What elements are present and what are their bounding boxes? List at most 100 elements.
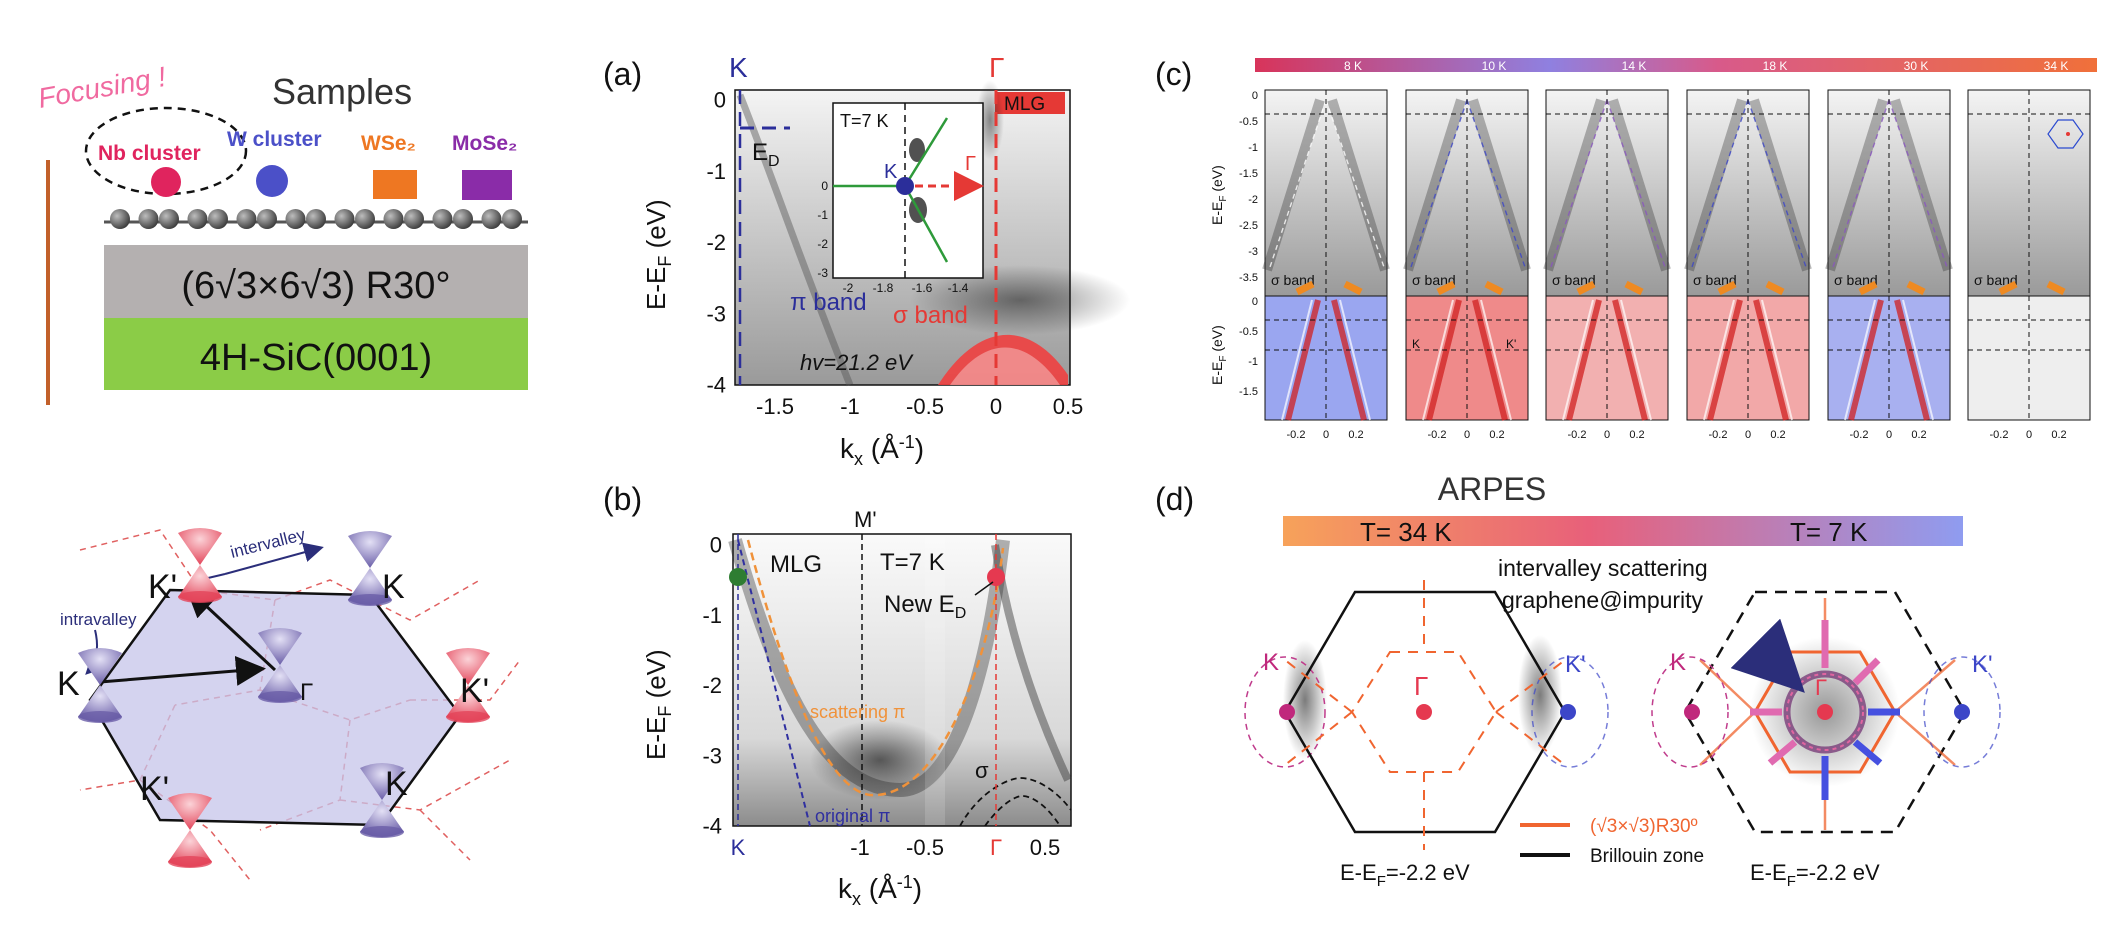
map-7k-kp: K' [1972, 651, 1993, 678]
dirac-cone [348, 531, 392, 606]
c-x-tick-label: 0.2 [1348, 429, 1363, 441]
panel-b-mlg: MLG [770, 551, 822, 578]
x-tick-label: -1 [840, 394, 860, 419]
y-tick-label: -4 [706, 373, 726, 398]
panel-b-xlabel: kx (Å-1) [838, 872, 922, 909]
panel-b-new-ed: New ED [884, 591, 966, 622]
y-tick-label: -2 [702, 673, 722, 698]
substrate-label: 4H-SiC(0001) [200, 337, 432, 379]
edge-strip [46, 160, 50, 405]
panel-b: (b) M' MLG T=7 K New ED scattering π ori… [603, 481, 1072, 909]
intervalley-label: intervalley [228, 525, 307, 562]
samples-title: Samples [272, 71, 412, 112]
buffer-layer [104, 245, 528, 318]
map-7k-k: K [1670, 649, 1686, 676]
y-tick-label: -1 [706, 159, 726, 184]
panel-b-xticks: K -1 -0.5 Γ 0.5 [731, 835, 1061, 860]
graphene-atom [355, 209, 375, 229]
x-tick-label: 0.5 [1030, 835, 1061, 860]
sample-label-mose2: MoSe₂ [452, 132, 517, 155]
inset-yticks: 0 -1 -2 -3 [817, 179, 828, 280]
sample-label-nb: Nb cluster [98, 142, 201, 165]
panel-b-k-dot [729, 568, 747, 586]
graphene-atom [334, 209, 355, 229]
temperature-label: 30 K [1904, 59, 1929, 73]
sigma-band-label: σ band [1271, 272, 1315, 288]
panel-d-label: (d) [1155, 481, 1194, 517]
panel-a-top-k: K [729, 52, 748, 83]
focusing-label: Focusing ! [36, 61, 169, 114]
x-tick-label: -1.5 [756, 394, 794, 419]
graphene-atom [257, 209, 277, 229]
arpes-temp-bar [1283, 516, 1963, 546]
kp-label: K' [1506, 337, 1516, 351]
temperature-label: 8 K [1344, 59, 1362, 73]
sigma-band-label: σ band [1834, 272, 1878, 288]
graphene-atom [453, 209, 473, 229]
graphene-atom [236, 209, 257, 229]
c-x-tick-label: -0.2 [1709, 429, 1728, 441]
c-x-tick-label: 0.2 [1911, 429, 1926, 441]
x-tick-label: -2 [843, 281, 854, 295]
graphene-atom [138, 209, 159, 229]
y-tick-label: 0 [821, 179, 828, 193]
panel-d-line2: graphene@impurity [1502, 587, 1704, 613]
panel-b-yticks: 0 -1 -2 -3 -4 [702, 533, 722, 839]
panel-a-top-gamma: Γ [989, 52, 1004, 83]
graphene-atom [159, 209, 179, 229]
sigma-band-label: σ band [1412, 272, 1456, 288]
intervalley-arrow [224, 542, 324, 575]
panel-a: (a) K Γ MLG ED π band σ band hv=21.2 eV … [603, 52, 1130, 469]
sample-label-wse2: WSe₂ [361, 132, 416, 155]
panel-c-yticks: 0 -0.5 -1 -1.5 -2 -2.5 -3 -3.5 0 -0.5 -1 -1.5 [1239, 90, 1258, 398]
graphene-atom [481, 209, 502, 229]
graphene-atom [306, 209, 326, 229]
arpes-subpanel: σ band -0.2 0 0.2 [1543, 89, 1671, 441]
mose2-block [462, 170, 512, 200]
y-tick-label: -2 [817, 237, 828, 251]
panel-c-label: (c) [1155, 56, 1192, 92]
c-x-tick-label: 0 [1604, 429, 1610, 441]
panel-a-yticks: 0 -1 -2 -3 -4 [706, 88, 726, 398]
panel-c: (c) 8 K 10 K 14 K 18 K 30 K 34 K σ band-0.2 0 0… [1155, 56, 2097, 441]
panel-d-line1: intervalley scattering [1498, 555, 1708, 581]
map-34k-kp: K' [1565, 651, 1586, 678]
map-7k: K Γ K' E-EF=-2.2 eV [1651, 590, 2001, 890]
c-y-tick-label: -2.5 [1239, 220, 1258, 232]
temperature-label: 18 K [1763, 59, 1788, 73]
x-tick-label: -1.4 [948, 281, 969, 295]
panel-a-ylabel: E-EF (eV) [641, 199, 675, 310]
graphene-atom [432, 209, 453, 229]
temperature-label: 14 K [1622, 59, 1647, 73]
arpes-subpanel: σ band -0.2 0 0.2 [1262, 89, 1390, 441]
y-tick-label: -2 [706, 230, 726, 255]
x-tick-label: -0.5 [906, 835, 944, 860]
panel-b-ylabel: E-EF (eV) [641, 649, 675, 760]
dirac-cone [446, 648, 490, 723]
panel-d-t-left: T= 34 K [1360, 517, 1452, 547]
c-x-tick-label: 0.2 [1770, 429, 1785, 441]
c-y-tick-label: 0 [1252, 296, 1258, 308]
panel-a-ed: ED [752, 139, 780, 170]
c-x-tick-label: 0 [1886, 429, 1892, 441]
panel-a-label: (a) [603, 56, 642, 92]
c-x-tick-label: -0.2 [1428, 429, 1447, 441]
sigma-curve-outer [959, 777, 1072, 827]
c-x-tick-label: 0 [2026, 429, 2032, 441]
label-kp-top: K' [148, 568, 177, 606]
y-tick-label: -3 [702, 743, 722, 768]
inset-k-dot [896, 177, 914, 195]
legend-bz: Brillouin zone [1590, 846, 1704, 867]
c-x-tick-label: -0.2 [1287, 429, 1306, 441]
y-tick-label: -3 [817, 266, 828, 280]
y-tick-label: -1 [817, 208, 828, 222]
c-y-tick-label: 0 [1252, 90, 1258, 102]
k-label: K [1412, 337, 1420, 351]
map-34k-gamma: Γ [1414, 671, 1428, 701]
x-tick-label: -1.8 [873, 281, 894, 295]
panel-a-hv: hv=21.2 eV [800, 350, 914, 375]
c-y-tick-label: -0.5 [1239, 326, 1258, 338]
x-tick-label: -1 [850, 835, 870, 860]
reconstruction-label: (6√3×6√3) R30° [181, 265, 450, 307]
substrate-layer [104, 318, 528, 390]
